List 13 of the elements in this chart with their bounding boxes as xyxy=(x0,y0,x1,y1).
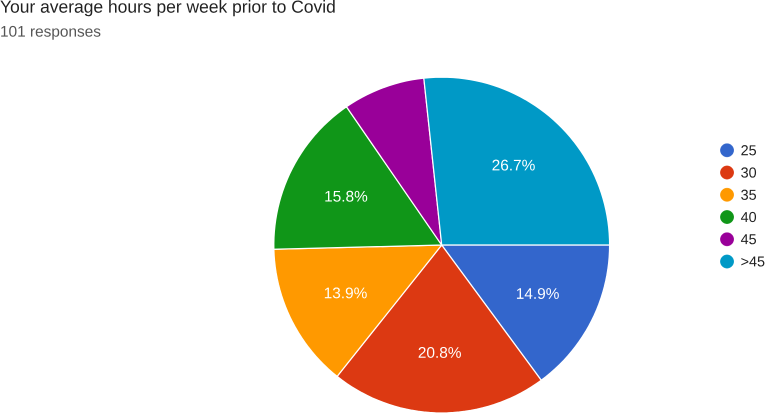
legend-label: 35 xyxy=(741,190,756,200)
legend-label: 45 xyxy=(740,234,756,245)
data-label: 20.8% xyxy=(418,347,461,358)
legend-label: >45 xyxy=(741,256,764,267)
legend-label: 40 xyxy=(740,212,756,222)
text: 101 responses xyxy=(1,26,100,40)
data-label: 13.9% xyxy=(324,288,367,299)
legend-label: 30 xyxy=(741,168,756,178)
chart-title: Your average hours per week prior to Covid xyxy=(0,0,335,16)
data-label: 15.8% xyxy=(325,191,368,202)
data-label: 14.9% xyxy=(516,288,559,300)
legend-label: 25 xyxy=(741,145,756,156)
data-label: 26.7% xyxy=(492,160,535,171)
